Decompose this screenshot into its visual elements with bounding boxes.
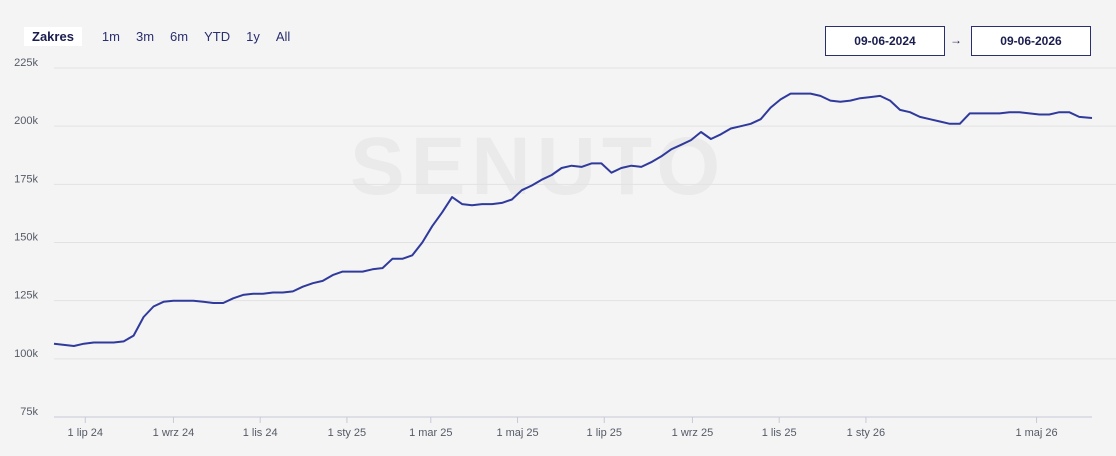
x-tick-label: 1 lis 24 bbox=[243, 427, 278, 439]
x-tick-label: 1 wrz 24 bbox=[153, 427, 195, 439]
y-tick-label: 175k bbox=[14, 173, 38, 185]
x-tick-label: 1 sty 26 bbox=[847, 427, 886, 439]
y-axis: 225k 200k 175k 150k 125k 100k 75k bbox=[14, 57, 38, 418]
x-axis: 1 lip 24 1 wrz 24 1 lis 24 1 sty 25 1 mar 25… bbox=[54, 416, 1092, 439]
range-button-6m[interactable]: 6m bbox=[162, 29, 196, 44]
x-tick-label: 1 lip 25 bbox=[587, 427, 622, 439]
x-tick-label: 1 wrz 25 bbox=[672, 427, 714, 439]
watermark: SENUTO bbox=[350, 121, 727, 212]
y-tick-label: 200k bbox=[14, 115, 38, 127]
x-tick-label: 1 lis 25 bbox=[762, 427, 797, 439]
date-from-input[interactable]: 09-06-2024 bbox=[825, 26, 945, 56]
range-button-3m[interactable]: 3m bbox=[128, 29, 162, 44]
y-tick-label: 75k bbox=[20, 406, 38, 418]
range-button-1m[interactable]: 1m bbox=[94, 29, 128, 44]
y-tick-label: 125k bbox=[14, 290, 38, 302]
series-group bbox=[53, 92, 1093, 347]
series-line bbox=[53, 92, 1093, 347]
x-tick-label: 1 sty 25 bbox=[328, 427, 367, 439]
x-tick-label: 1 lip 24 bbox=[68, 427, 103, 439]
y-tick-label: 100k bbox=[14, 348, 38, 360]
y-tick-label: 150k bbox=[14, 232, 38, 244]
x-tick-label: 1 maj 25 bbox=[496, 427, 538, 439]
range-selector: Zakres 1m 3m 6m YTD 1y All bbox=[24, 25, 298, 47]
date-range-arrow: → bbox=[950, 33, 962, 47]
x-tick-label: 1 maj 26 bbox=[1015, 427, 1057, 439]
x-tick-label: 1 mar 25 bbox=[409, 427, 452, 439]
range-button-1y[interactable]: 1y bbox=[238, 29, 268, 44]
date-to-input[interactable]: 09-06-2026 bbox=[971, 26, 1091, 56]
range-button-ytd[interactable]: YTD bbox=[196, 29, 238, 44]
y-tick-label: 225k bbox=[14, 57, 38, 69]
range-label: Zakres bbox=[24, 26, 82, 46]
grid-lines bbox=[54, 67, 1116, 360]
range-button-all[interactable]: All bbox=[268, 29, 298, 44]
